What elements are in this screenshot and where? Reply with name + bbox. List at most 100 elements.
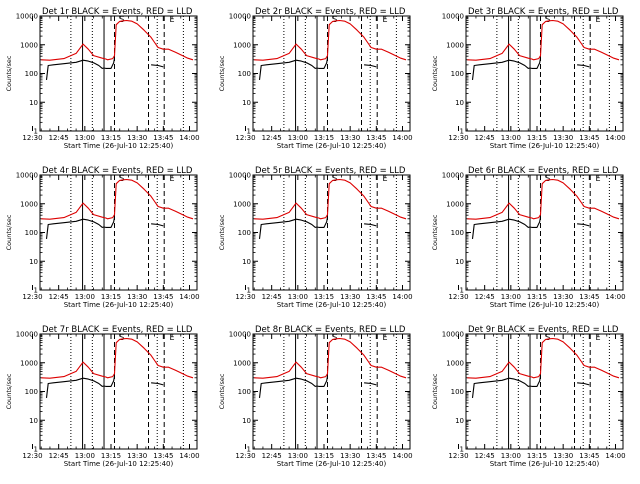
panel-9: Det 9r BLACK = Events, RED = LLD Counts/s… <box>431 325 626 468</box>
y-axis-label: Counts/sec <box>431 373 439 409</box>
x-tick-label: 14:00 <box>179 134 199 142</box>
y-tick-label: 10 <box>455 258 464 266</box>
x-tick-label: 13:45 <box>579 452 599 460</box>
lld-red-line <box>41 178 194 220</box>
plot-frame <box>252 174 411 291</box>
panel-6: Det 6r BLACK = Events, RED = LLD Counts/s… <box>431 166 626 309</box>
x-tick-label: 13:00 <box>501 134 521 142</box>
y-tick-label: 100 <box>25 70 38 78</box>
lld-red-line <box>254 178 407 220</box>
lld-red-line <box>254 337 407 379</box>
panel-8: Det 8r BLACK = Events, RED = LLD Counts/s… <box>218 325 413 468</box>
events-black-line <box>151 223 164 227</box>
x-tick-label: 12:45 <box>49 452 69 460</box>
x-tick-label: 12:45 <box>49 293 69 301</box>
lld-red-line <box>467 19 620 61</box>
x-tick-label: 13:15 <box>314 452 334 460</box>
lld-red-line <box>467 337 620 379</box>
events-black-line <box>258 58 329 80</box>
x-tick-label: 13:30 <box>553 134 573 142</box>
x-tick-label: 13:00 <box>75 134 95 142</box>
x-tick-label: 13:00 <box>288 134 308 142</box>
y-tick-label: 100 <box>25 388 38 396</box>
x-tick-label: 13:00 <box>75 293 95 301</box>
x-tick-label: 14:00 <box>179 293 199 301</box>
x-tick-label: 13:15 <box>101 452 121 460</box>
y-tick-label: 10000 <box>229 172 251 180</box>
events-black-line <box>45 376 116 398</box>
y-tick-label: 10000 <box>16 331 38 339</box>
x-tick-label: 13:30 <box>340 134 360 142</box>
y-tick-label: 10000 <box>229 331 251 339</box>
x-axis-label: Start Time (26-Jul-10 12:25:40) <box>277 460 387 468</box>
plot-frame <box>465 15 624 132</box>
panel-4: Det 4r BLACK = Events, RED = LLD Counts/s… <box>5 166 200 309</box>
x-tick-label: 12:30 <box>22 134 42 142</box>
events-black-line <box>45 217 116 239</box>
y-tick-label: 1 <box>34 446 38 454</box>
x-tick-label: 12:45 <box>475 452 495 460</box>
panel-title: Det 2r BLACK = Events, RED = LLD <box>255 7 406 17</box>
panel-1: Det 1r BLACK = Events, RED = LLD Counts/s… <box>5 7 200 150</box>
lld-red-line <box>467 178 620 220</box>
events-black-line <box>471 58 542 80</box>
x-axis-label: Start Time (26-Jul-10 12:25:40) <box>490 142 600 150</box>
events-black-line <box>258 376 329 398</box>
y-tick-label: 100 <box>238 229 251 237</box>
x-tick-label: 13:15 <box>527 452 547 460</box>
x-tick-label: 13:45 <box>153 134 173 142</box>
y-tick-label: 100 <box>238 70 251 78</box>
x-tick-label: 13:45 <box>579 134 599 142</box>
x-tick-label: 13:15 <box>101 134 121 142</box>
plot-frame <box>252 333 411 450</box>
x-axis-label: Start Time (26-Jul-10 12:25:40) <box>277 142 387 150</box>
x-tick-label: 13:15 <box>101 293 121 301</box>
plot-frame <box>465 333 624 450</box>
marker-letter: S <box>119 15 124 24</box>
x-tick-label: 13:15 <box>314 134 334 142</box>
events-black-line <box>364 64 377 68</box>
y-tick-label: 10 <box>242 417 251 425</box>
x-tick-label: 13:30 <box>340 293 360 301</box>
plot-frame <box>465 174 624 291</box>
x-tick-label: 12:45 <box>262 452 282 460</box>
x-tick-label: 14:00 <box>605 452 625 460</box>
x-tick-label: 13:15 <box>527 134 547 142</box>
y-tick-label: 1000 <box>446 359 464 367</box>
events-black-line <box>471 217 542 239</box>
marker-letter: S <box>545 15 550 24</box>
x-tick-label: 14:00 <box>605 134 625 142</box>
events-black-line <box>577 64 590 68</box>
y-tick-label: 10 <box>242 99 251 107</box>
marker-letter: E <box>383 174 388 183</box>
y-tick-label: 1 <box>247 128 251 136</box>
x-tick-label: 13:00 <box>288 452 308 460</box>
x-tick-label: 13:45 <box>579 293 599 301</box>
y-axis-label: Counts/sec <box>431 55 439 91</box>
y-tick-label: 1000 <box>20 41 38 49</box>
y-tick-label: 1 <box>247 287 251 295</box>
panel-title: Det 6r BLACK = Events, RED = LLD <box>468 166 619 176</box>
marker-letter: E <box>383 15 388 24</box>
events-black-line <box>577 223 590 227</box>
panel-title: Det 7r BLACK = Events, RED = LLD <box>42 325 193 335</box>
y-tick-label: 1000 <box>446 41 464 49</box>
x-tick-label: 14:00 <box>179 452 199 460</box>
y-axis-label: Counts/sec <box>5 55 13 91</box>
marker-letter: S <box>332 333 337 342</box>
marker-letter: E <box>383 333 388 342</box>
marker-letter: E <box>170 15 175 24</box>
x-tick-label: 13:45 <box>153 293 173 301</box>
y-tick-label: 10 <box>242 258 251 266</box>
x-tick-label: 13:45 <box>366 293 386 301</box>
marker-letter: S <box>119 333 124 342</box>
plot-frame <box>39 15 198 132</box>
x-axis-label: Start Time (26-Jul-10 12:25:40) <box>277 301 387 309</box>
marker-letter: E <box>596 174 601 183</box>
x-axis-label: Start Time (26-Jul-10 12:25:40) <box>490 301 600 309</box>
x-tick-label: 13:15 <box>527 293 547 301</box>
y-tick-label: 100 <box>451 229 464 237</box>
x-axis-label: Start Time (26-Jul-10 12:25:40) <box>64 301 174 309</box>
marker-letter: S <box>332 174 337 183</box>
